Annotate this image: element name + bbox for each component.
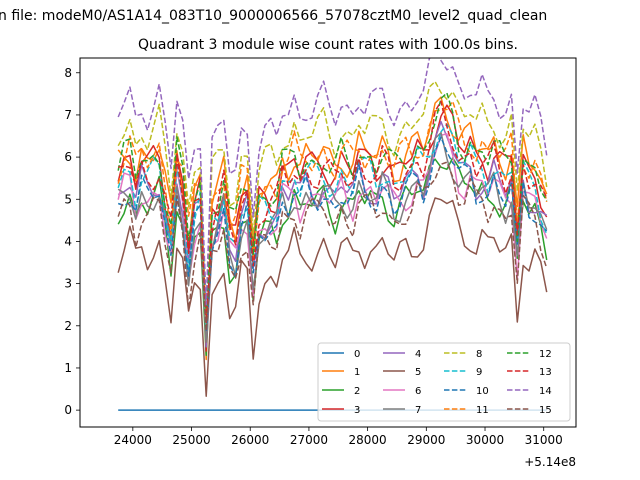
x-tick-label: 29000 [407, 433, 445, 447]
y-tick-label: 6 [64, 150, 72, 164]
legend-label-12: 12 [539, 349, 552, 360]
y-tick-label: 7 [64, 108, 72, 122]
y-tick-label: 2 [64, 319, 72, 333]
legend-label-2: 2 [354, 386, 360, 397]
legend-label-0: 0 [354, 349, 360, 360]
x-tick-label: 28000 [349, 433, 387, 447]
y-tick-label: 4 [64, 234, 72, 248]
series-line-11 [117, 100, 548, 319]
series-line-10 [117, 136, 548, 333]
series-line-13 [118, 100, 548, 324]
legend-label-3: 3 [354, 405, 360, 416]
legend-box [317, 342, 571, 422]
suptitle: n file: modeM0/AS1A14_083T10_9000006566_… [0, 8, 547, 24]
x-axis: 24000 25000 26000 27000 28000 29000 30000 31000 [114, 427, 563, 447]
series-line-15 [117, 161, 548, 332]
y-tick-label: 8 [64, 66, 72, 80]
plot-area: 24000 25000 26000 27000 28000 29000 30000 31000… [64, 57, 577, 469]
legend-label-5: 5 [415, 367, 421, 378]
axes-frame [79, 57, 577, 428]
chart-title: Quadrant 3 module wise count rates with … [138, 37, 518, 53]
x-tick-label: 24000 [114, 433, 152, 447]
series-layer [117, 58, 548, 411]
legend-label-4: 4 [415, 349, 421, 360]
legend-label-1: 1 [354, 367, 360, 378]
y-tick-label: 0 [64, 403, 72, 417]
legend-label-8: 8 [476, 349, 482, 360]
legend-label-6: 6 [415, 386, 421, 397]
legend-label-11: 11 [476, 405, 489, 416]
y-tick-label: 1 [64, 361, 72, 375]
legend-label-10: 10 [476, 386, 489, 397]
y-tick-label: 3 [64, 277, 72, 291]
x-tick-label: 30000 [466, 433, 504, 447]
series-line-12 [117, 92, 548, 314]
y-axis: 0 1 2 3 4 5 6 7 8 [64, 66, 80, 417]
x-tick-label: 27000 [290, 433, 328, 447]
series-line-14 [117, 58, 548, 306]
legend-label-14: 14 [539, 386, 552, 397]
x-tick-label: 26000 [231, 433, 269, 447]
y-tick-label: 5 [64, 192, 72, 206]
x-tick-label: 25000 [172, 433, 210, 447]
series-line-7 [117, 131, 548, 343]
legend-label-9: 9 [476, 367, 482, 378]
legend-label-15: 15 [539, 405, 552, 416]
x-offset-label: +5.14e8 [524, 455, 576, 469]
x-tick-label: 31000 [525, 433, 563, 447]
legend-label-13: 13 [539, 367, 552, 378]
legend-label-7: 7 [415, 405, 421, 416]
